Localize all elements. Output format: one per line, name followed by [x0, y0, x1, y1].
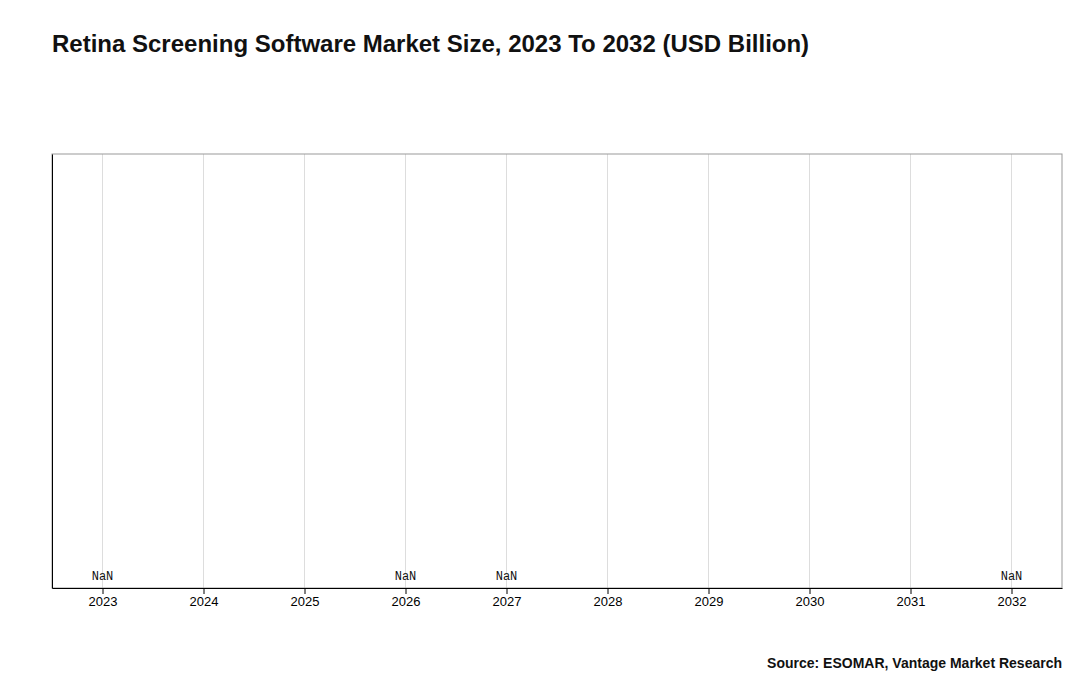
x-tick-label: 2029 — [695, 594, 724, 609]
grid-line — [809, 154, 810, 588]
y-axis — [52, 155, 53, 589]
x-tick: 2029 — [695, 588, 724, 609]
x-tick-mark — [305, 588, 306, 594]
grid-line — [506, 154, 507, 588]
grid-line — [304, 154, 305, 588]
x-tick-label: 2030 — [796, 594, 825, 609]
title: Retina Screening Software Market Size, 2… — [52, 30, 809, 57]
value-label: NaN — [92, 570, 114, 584]
chart-svg: Retina Screening Software Market Size, 2… — [0, 0, 1080, 700]
x-tick-mark — [810, 588, 811, 594]
value-label: NaN — [395, 570, 417, 584]
x-tick: 2025 — [291, 588, 320, 609]
value-label: NaN — [1001, 570, 1023, 584]
plot-area: 2023 2024 2025 2026 2027 2028 2029 2030 2031 2032… — [52, 154, 1063, 609]
grid-line — [1011, 154, 1012, 588]
x-tick-mark — [406, 588, 407, 594]
x-tick-mark — [507, 588, 508, 594]
x-tick-label: 2024 — [190, 594, 219, 609]
x-axis: 2023 2024 2025 2026 2027 2028 2029 2030 2031 2032 — [53, 588, 1063, 609]
x-tick: 2031 — [897, 588, 926, 609]
grid-line — [405, 154, 406, 588]
x-tick-label: 2023 — [89, 594, 118, 609]
x-tick-mark — [709, 588, 710, 594]
x-tick-mark — [204, 588, 205, 594]
value-labels: NaN NaN NaN NaN — [92, 570, 1023, 584]
x-tick-mark — [911, 588, 912, 594]
x-tick-label: 2027 — [493, 594, 522, 609]
x-tick-mark — [103, 588, 104, 594]
value-label: NaN — [496, 570, 518, 584]
x-tick: 2027 — [493, 588, 522, 609]
x-tick-label: 2026 — [392, 594, 421, 609]
plot-frame — [52, 154, 1062, 588]
x-tick-mark — [608, 588, 609, 594]
background — [0, 0, 1080, 700]
grid-line — [708, 154, 709, 588]
x-tick-mark — [1012, 588, 1013, 594]
grid — [103, 154, 1012, 588]
source-note: Source: ESOMAR, Vantage Market Research — [767, 655, 1062, 671]
x-tick-label: 2032 — [998, 594, 1027, 609]
y-axis-line — [52, 155, 53, 589]
x-tick: 2028 — [594, 588, 623, 609]
grid-line — [910, 154, 911, 588]
x-tick-label: 2025 — [291, 594, 320, 609]
grid-line — [607, 154, 608, 588]
grid-line — [102, 154, 103, 588]
x-tick: 2026 — [392, 588, 421, 609]
grid-line — [203, 154, 204, 588]
x-tick-label: 2028 — [594, 594, 623, 609]
x-tick: 2023 — [89, 588, 118, 609]
x-tick-label: 2031 — [897, 594, 926, 609]
x-tick: 2032 — [998, 588, 1027, 609]
x-tick: 2024 — [190, 588, 219, 609]
x-tick: 2030 — [796, 588, 825, 609]
